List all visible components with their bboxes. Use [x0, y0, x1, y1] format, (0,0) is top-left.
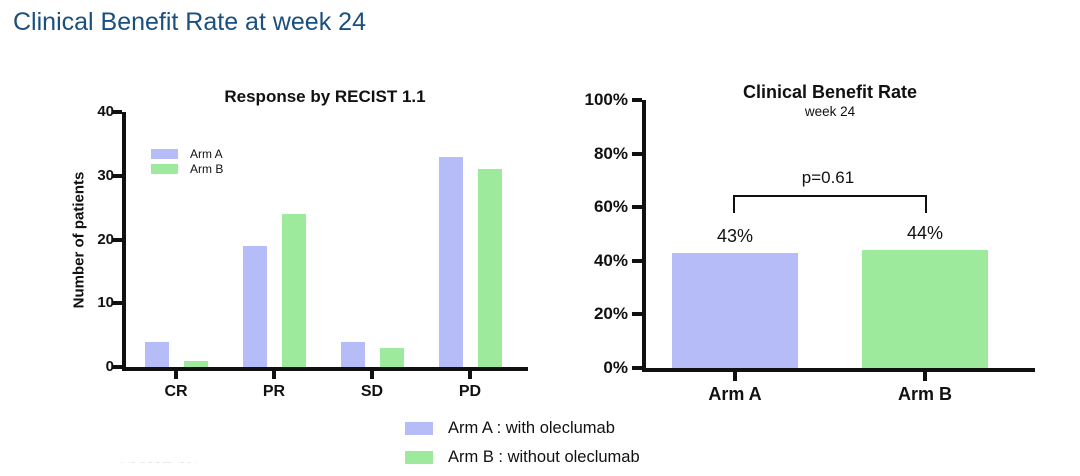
arm-a-swatch — [405, 421, 433, 435]
footer-legend-label-arm-a: Arm A : with oleclumab — [448, 419, 615, 437]
p-value-label: p=0.61 — [801, 168, 855, 187]
bar-arm-b-sd — [380, 347, 404, 367]
right-chart-x-axis — [642, 368, 1035, 372]
footer-legend-label-arm-b: Arm B : without oleclumab — [448, 448, 640, 466]
legend-label-arm-a: Arm A — [190, 146, 223, 161]
right-y-tick-label: 40% — [593, 250, 628, 270]
footer-legend-item-arm-a: Arm A : with oleclumab — [405, 418, 640, 438]
watermark: ·· ·– ·– –·– ––· ·– – · — [120, 460, 198, 466]
left-y-tick — [112, 237, 122, 242]
legend-label-arm-b: Arm B — [190, 161, 224, 176]
left-x-tick — [174, 371, 178, 379]
right-y-tick-label: 20% — [593, 304, 628, 324]
right-y-tick-label: 80% — [593, 143, 628, 163]
arm-b-swatch — [151, 163, 178, 174]
left-chart-y-axis — [122, 112, 126, 371]
left-y-tick-label: 30 — [97, 166, 114, 184]
left-chart-legend: Arm A Arm B — [151, 146, 223, 176]
bar-arm-b-cr — [184, 360, 208, 367]
bar-arm-a-pd — [439, 156, 463, 367]
slide-title: Clinical Benefit Rate at week 24 — [13, 8, 366, 36]
left-y-tick — [112, 365, 122, 369]
legend-item-arm-a: Arm A — [151, 146, 223, 161]
legend-item-arm-b: Arm B — [151, 161, 223, 176]
bar-arm-a-sd — [341, 341, 365, 367]
arm-a-swatch — [151, 148, 178, 159]
right-chart-y-axis — [642, 100, 646, 371]
left-x-tick — [272, 371, 276, 379]
bar-arm-a-cr — [145, 341, 169, 367]
bar-arm-b — [862, 250, 988, 368]
right-chart-title: Clinical Benefit Rate — [742, 82, 918, 102]
left-y-tick — [112, 301, 122, 306]
left-x-tick-label: PR — [262, 383, 286, 400]
left-chart-x-axis — [122, 367, 528, 371]
right-y-tick — [632, 98, 642, 102]
left-x-tick-label: SD — [360, 383, 384, 400]
footer-legend: Arm A : with oleclumab Arm B : without o… — [405, 418, 640, 476]
left-y-tick-label: 0 — [105, 358, 114, 375]
right-y-tick — [632, 205, 642, 210]
right-y-tick-label: 0% — [603, 358, 628, 377]
bar-value-label-arm-a: 43% — [716, 225, 754, 246]
right-x-tick-label: Arm A — [708, 384, 762, 404]
left-y-tick — [112, 173, 122, 178]
bar-value-label-arm-b: 44% — [906, 223, 944, 244]
right-y-tick — [632, 151, 642, 156]
right-y-tick-label: 60% — [593, 197, 628, 217]
left-x-tick — [370, 371, 374, 379]
left-x-tick-label: PD — [458, 383, 482, 400]
left-y-tick — [112, 110, 122, 114]
bar-arm-a — [672, 252, 798, 368]
right-chart-subtitle: week 24 — [804, 104, 856, 119]
bar-arm-b-pr — [282, 214, 306, 367]
footer-legend-item-arm-b: Arm B : without oleclumab — [405, 447, 640, 467]
bar-arm-b-pd — [478, 169, 502, 367]
arm-b-swatch — [405, 450, 433, 464]
right-x-tick-label: Arm B — [897, 384, 952, 404]
left-x-tick — [468, 371, 472, 379]
left-x-tick-label: CR — [164, 383, 188, 400]
significance-bracket — [733, 195, 927, 213]
right-y-tick — [632, 312, 642, 317]
bar-arm-a-pr — [243, 245, 267, 367]
left-chart-title: Response by RECIST 1.1 — [224, 87, 426, 106]
right-y-tick-label: 100% — [584, 90, 628, 109]
right-y-tick — [632, 258, 642, 263]
right-x-tick — [923, 372, 927, 381]
left-y-tick-label: 20 — [97, 230, 114, 248]
left-y-tick-label: 10 — [97, 294, 114, 312]
right-x-tick — [733, 372, 737, 381]
right-y-tick — [632, 366, 642, 370]
left-y-tick-label: 40 — [97, 103, 114, 120]
